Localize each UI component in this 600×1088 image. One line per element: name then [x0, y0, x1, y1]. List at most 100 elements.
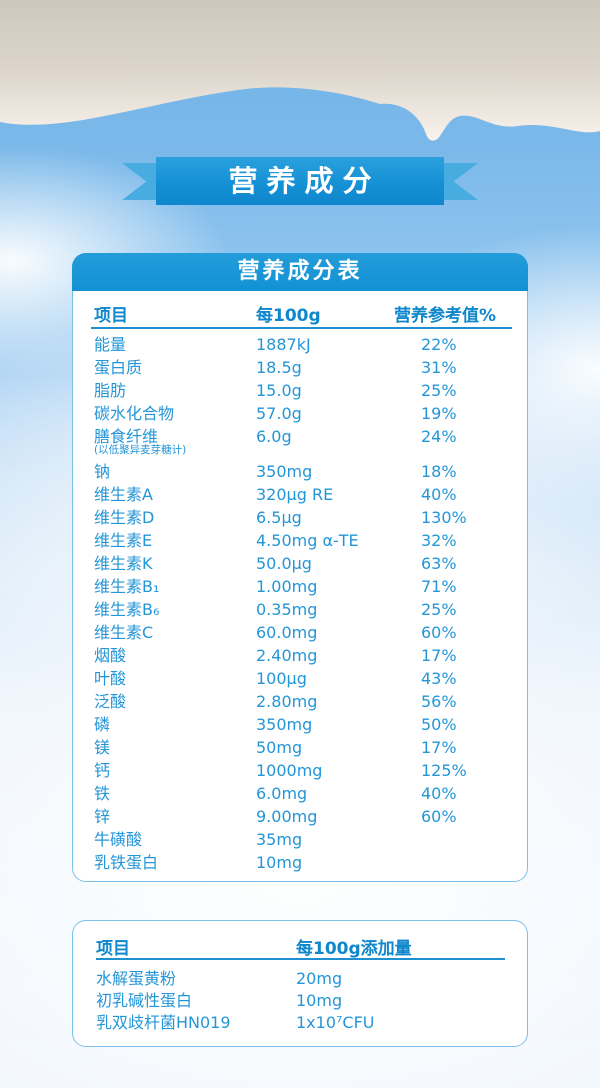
item-amount: 350mg — [256, 715, 313, 734]
item-amount: 10mg — [296, 991, 343, 1010]
item-amount: 6.0mg — [256, 784, 308, 803]
item-nrv: 32% — [421, 531, 457, 550]
nutrition-table-title: 营养成分表 — [72, 253, 528, 291]
banner-title: 营养成分 — [156, 157, 444, 205]
nutrition-row: 维生素D 6.5μg 130% — [94, 506, 506, 529]
item-nrv: 40% — [421, 784, 457, 803]
nutrition-row: 钠 350mg 18% — [94, 460, 506, 483]
item-amount: 50.0μg — [256, 554, 312, 573]
item-nrv: 63% — [421, 554, 457, 573]
milk-wave-graphic — [0, 0, 600, 141]
header-divider — [91, 327, 512, 329]
item-nrv: 18% — [421, 462, 457, 481]
item-name: 维生素K — [94, 554, 153, 573]
nutrition-row: 锌 9.00mg 60% — [94, 805, 506, 828]
item-amount: 4.50mg α-TE — [256, 531, 359, 550]
item-amount: 100μg — [256, 669, 307, 688]
item-amount: 0.35mg — [256, 600, 318, 619]
item-nrv: 17% — [421, 738, 457, 757]
item-name: 镁 — [94, 738, 111, 757]
item-nrv: 31% — [421, 358, 457, 377]
nutrition-row: 维生素C 60.0mg 60% — [94, 621, 506, 644]
item-amount: 10mg — [256, 853, 303, 872]
item-nrv: 71% — [421, 577, 457, 596]
item-amount: 1887kJ — [256, 335, 311, 354]
additive-row: 水解蛋黄粉 20mg — [96, 968, 504, 990]
item-name: 水解蛋黄粉 — [96, 969, 177, 988]
nutrition-row: 膳食纤维 (以低聚异麦芽糖计) 6.0g 24% — [94, 425, 506, 460]
item-name: 维生素C — [94, 623, 154, 642]
item-nrv: 43% — [421, 669, 457, 688]
column-header-nrv: 营养参考值% — [394, 306, 497, 326]
column-header-per100g: 每100g — [256, 306, 321, 326]
nutrition-row: 烟酸 2.40mg 17% — [94, 644, 506, 667]
item-nrv: 40% — [421, 485, 457, 504]
nutrition-row: 钙 1000mg 125% — [94, 759, 506, 782]
section-banner: 营养成分 — [122, 157, 478, 205]
item-name: 维生素B₆ — [94, 600, 160, 619]
item-name: 牛磺酸 — [94, 830, 143, 849]
item-amount: 350mg — [256, 462, 313, 481]
nutrition-row: 维生素B₆ 0.35mg 25% — [94, 598, 506, 621]
nutrition-row: 牛磺酸 35mg — [94, 828, 506, 851]
nutrition-row: 碳水化合物 57.0g 19% — [94, 402, 506, 425]
item-amount: 6.5μg — [256, 508, 302, 527]
nutrition-row: 磷 350mg 50% — [94, 713, 506, 736]
item-name: 蛋白质 — [94, 358, 143, 377]
nutrition-row: 能量 1887kJ 22% — [94, 333, 506, 356]
nutrition-rows: 能量 1887kJ 22% 蛋白质 18.5g 31% 脂肪 15.0g 25% 碳水化合物 57.… — [73, 329, 527, 874]
item-nrv: 130% — [421, 508, 467, 527]
item-nrv: 60% — [421, 807, 457, 826]
item-name: 叶酸 — [94, 669, 127, 688]
item-name: 维生素A — [94, 485, 153, 504]
item-amount: 1.00mg — [256, 577, 318, 596]
additive-row: 乳双歧杆菌HN019 1x10⁷CFU — [96, 1012, 504, 1034]
item-nrv: 25% — [421, 381, 457, 400]
nutrition-row: 维生素B₁ 1.00mg 71% — [94, 575, 506, 598]
nutrition-row: 蛋白质 18.5g 31% — [94, 356, 506, 379]
item-name: 钙 — [94, 761, 111, 780]
additives-table-header: 项目 每100g添加量 — [73, 934, 527, 959]
item-name: 碳水化合物 — [94, 404, 175, 423]
item-name: 烟酸 — [94, 646, 127, 665]
nutrition-row: 铁 6.0mg 40% — [94, 782, 506, 805]
item-amount: 2.40mg — [256, 646, 318, 665]
item-name: 膳食纤维 (以低聚异麦芽糖计) — [94, 425, 256, 460]
item-name: 磷 — [94, 715, 111, 734]
item-amount: 1000mg — [256, 761, 323, 780]
item-amount: 6.0g — [256, 427, 292, 446]
column-header-amount: 每100g添加量 — [296, 939, 412, 959]
item-nrv: 17% — [421, 646, 457, 665]
additive-row: 初乳碱性蛋白 10mg — [96, 990, 504, 1012]
item-amount: 60.0mg — [256, 623, 318, 642]
nutrition-facts-card: 营养成分表 项目 每100g 营养参考值% 能量 1887kJ 22% 蛋白质 18.5… — [72, 253, 528, 882]
item-note: (以低聚异麦芽糖计) — [94, 444, 187, 456]
item-name: 乳双歧杆菌HN019 — [96, 1013, 231, 1032]
additives-rows: 水解蛋黄粉 20mg 初乳碱性蛋白 10mg 乳双歧杆菌HN019 1x10⁷CFU — [73, 960, 527, 1034]
item-name: 维生素E — [94, 531, 153, 550]
item-nrv — [421, 851, 506, 874]
nutrition-row: 脂肪 15.0g 25% — [94, 379, 506, 402]
column-header-item: 项目 — [94, 306, 128, 326]
column-header-item: 项目 — [96, 939, 130, 959]
item-nrv: 56% — [421, 692, 457, 711]
item-nrv: 22% — [421, 335, 457, 354]
item-name: 锌 — [94, 807, 111, 826]
item-name: 钠 — [94, 462, 111, 481]
item-amount: 9.00mg — [256, 807, 318, 826]
item-name: 铁 — [94, 784, 111, 803]
item-amount: 20mg — [296, 969, 343, 988]
nutrition-row: 维生素E 4.50mg α-TE 32% — [94, 529, 506, 552]
item-amount: 2.80mg — [256, 692, 318, 711]
item-nrv: 24% — [421, 427, 457, 446]
nutrition-row: 维生素K 50.0μg 63% — [94, 552, 506, 575]
nutrition-row: 乳铁蛋白 10mg — [94, 851, 506, 874]
item-name: 维生素D — [94, 508, 155, 527]
item-amount: 15.0g — [256, 381, 302, 400]
item-amount: 320μg RE — [256, 485, 334, 504]
item-amount: 50mg — [256, 738, 303, 757]
item-nrv: 60% — [421, 623, 457, 642]
item-name: 维生素B₁ — [94, 577, 160, 596]
item-nrv: 125% — [421, 761, 467, 780]
item-nrv: 25% — [421, 600, 457, 619]
